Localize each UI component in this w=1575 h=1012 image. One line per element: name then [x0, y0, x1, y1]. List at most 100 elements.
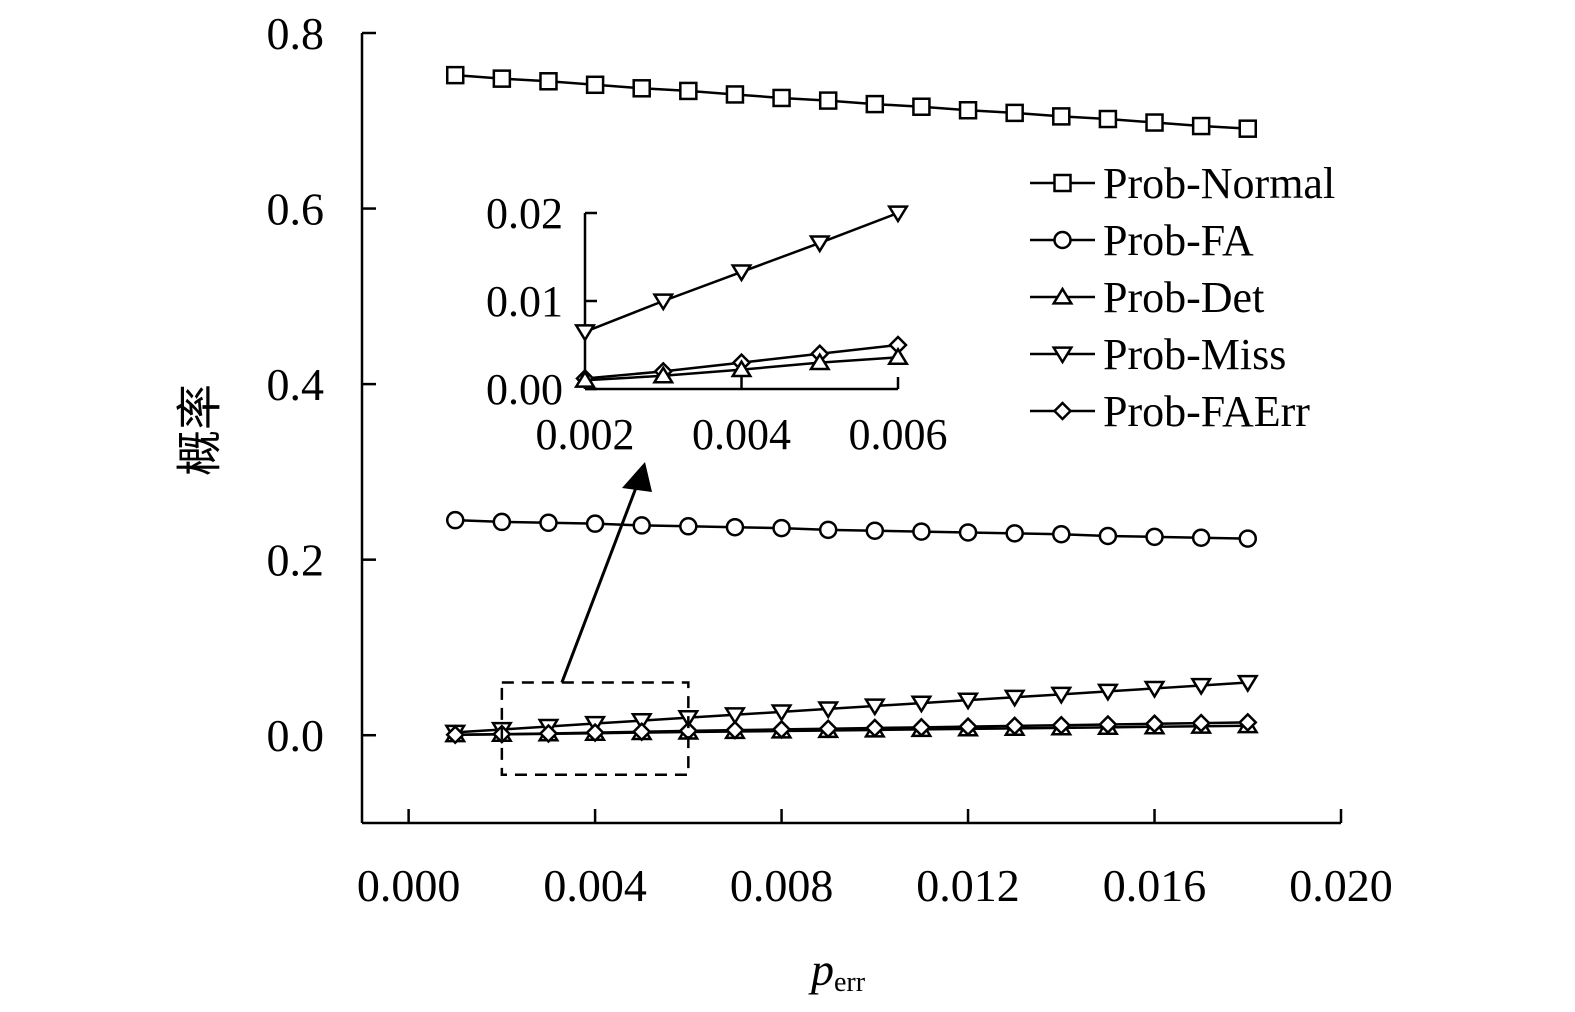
data-point	[770, 704, 793, 723]
data-point	[585, 722, 605, 743]
data-point	[445, 725, 466, 745]
data-point	[492, 69, 512, 88]
zoom-arrowhead	[622, 462, 652, 492]
data-point	[1052, 107, 1071, 126]
data-point	[538, 723, 559, 744]
data-point	[772, 518, 791, 538]
data-point	[818, 520, 838, 540]
inset-data-point	[573, 324, 597, 343]
data-point	[817, 701, 840, 720]
data-point	[772, 88, 791, 108]
series-prob-fa	[445, 510, 1258, 548]
zoom-arrow	[560, 484, 639, 684]
data-point	[1191, 116, 1211, 136]
inset-y-tick-label: 0.00	[486, 365, 563, 414]
data-point	[1237, 712, 1258, 733]
data-point	[912, 97, 931, 116]
series-line	[455, 73, 1248, 130]
legend-marker	[1052, 401, 1073, 421]
data-point	[958, 716, 978, 737]
data-point	[725, 517, 745, 537]
data-point	[725, 720, 745, 740]
x-tick-label: 0.008	[730, 860, 834, 911]
legend-label: Prob-Miss	[1103, 330, 1286, 379]
data-point	[679, 81, 698, 101]
legend-marker	[1051, 286, 1074, 305]
data-point	[865, 521, 885, 540]
data-point	[723, 707, 746, 726]
data-point	[1143, 680, 1166, 699]
inset-y-tick-label: 0.02	[486, 189, 563, 238]
y-tick-label: 0.6	[267, 184, 325, 235]
legend-marker	[1051, 346, 1074, 365]
data-point	[957, 692, 980, 711]
data-point	[630, 713, 653, 732]
data-point	[958, 100, 978, 120]
data-point	[492, 512, 512, 532]
data-point	[539, 513, 558, 533]
inset-series-prob-det	[573, 346, 910, 388]
data-point	[1005, 524, 1024, 543]
legend-item-prob-fa: Prob-FA	[1030, 216, 1254, 265]
data-point	[725, 85, 745, 104]
legend-label: Prob-FAErr	[1103, 387, 1310, 436]
data-point	[585, 514, 605, 533]
data-point	[445, 65, 465, 85]
data-point	[1238, 119, 1258, 138]
main-series	[444, 65, 1259, 745]
data-point	[911, 717, 932, 738]
legend-marker	[1053, 173, 1072, 193]
x-axis-label-main: p	[808, 944, 834, 995]
legend-label: Prob-FA	[1103, 216, 1254, 265]
data-point	[1096, 683, 1119, 702]
zoom-annotation	[500, 462, 690, 776]
data-point	[865, 94, 885, 114]
y-tick-label: 0.0	[267, 710, 325, 761]
data-point	[1191, 713, 1211, 733]
y-tick-label: 0.4	[267, 359, 325, 410]
data-point	[912, 522, 931, 541]
inset-data-point	[730, 264, 753, 283]
legend: Prob-Normal Prob-FA Prob-Det Prob-Miss Prob-…	[1030, 159, 1335, 436]
data-point	[632, 516, 651, 535]
inset-data-point	[652, 293, 675, 312]
inset-data-point	[886, 205, 910, 224]
data-point	[1051, 715, 1072, 735]
inset-data-point	[886, 346, 910, 365]
x-tick-label: 0.000	[357, 860, 461, 911]
inset-x-tick-label: 0.004	[692, 410, 791, 459]
data-point	[1145, 113, 1164, 132]
data-point	[1144, 714, 1165, 734]
inset-x-tick-label: 0.002	[536, 410, 635, 459]
legend-item-prob-miss: Prob-Miss	[1030, 330, 1286, 379]
data-point	[445, 510, 465, 530]
data-point	[818, 91, 838, 110]
x-tick-label: 0.012	[916, 860, 1020, 911]
x-tick-label: 0.004	[543, 860, 647, 911]
legend-item-prob-det: Prob-Det	[1030, 273, 1264, 322]
legend-label: Prob-Normal	[1103, 159, 1335, 208]
x-tick-label: 0.016	[1103, 860, 1207, 911]
data-point	[632, 79, 651, 98]
data-point	[585, 75, 605, 95]
data-point	[865, 718, 885, 738]
y-tick-label: 0.2	[267, 535, 325, 586]
x-axis-label-subscript: err	[834, 967, 866, 998]
y-tick-label: 0.8	[267, 8, 325, 59]
zoom-box	[500, 681, 690, 776]
inset-data-point	[808, 352, 831, 371]
data-point	[1236, 674, 1259, 693]
inset-y-tick-label: 0.01	[486, 277, 563, 326]
legend-label: Prob-Det	[1103, 273, 1264, 322]
data-point	[818, 718, 838, 739]
data-point	[1098, 526, 1118, 546]
data-point	[958, 523, 978, 542]
data-point	[863, 698, 886, 717]
data-point	[1190, 677, 1213, 696]
inset-x-tick-label: 0.006	[849, 410, 948, 459]
data-point	[1004, 716, 1025, 736]
data-point	[1003, 689, 1026, 708]
series-line	[455, 518, 1248, 540]
data-point	[631, 721, 652, 742]
